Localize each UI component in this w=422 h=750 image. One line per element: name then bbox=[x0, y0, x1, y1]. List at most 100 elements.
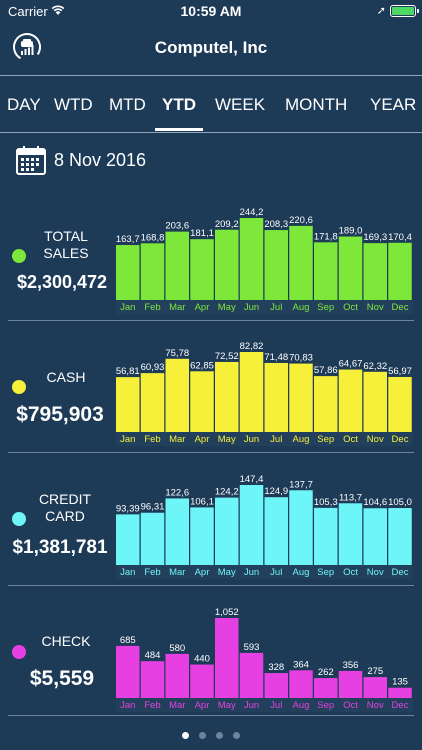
data-label-check: 685 bbox=[120, 635, 136, 646]
page-dot[interactable] bbox=[233, 732, 240, 739]
bar-cash-aug[interactable] bbox=[289, 363, 313, 432]
data-label-total-sales: 189,0 bbox=[339, 226, 363, 237]
calendar-icon[interactable] bbox=[16, 146, 46, 175]
wifi-icon bbox=[51, 5, 65, 15]
tab-month[interactable]: MONTH bbox=[285, 95, 348, 114]
status-bar: Carrier 10:59 AM ➚ bbox=[0, 0, 422, 22]
bar-credit-card-apr[interactable] bbox=[190, 507, 214, 565]
x-tick-label-check: Sep bbox=[317, 700, 334, 711]
x-tick-label-total-sales: Jan bbox=[120, 302, 135, 313]
tab-ytd[interactable]: YTD bbox=[162, 95, 196, 114]
nav-bar: Computel, Inc bbox=[0, 22, 422, 74]
bar-cash-jan[interactable] bbox=[116, 377, 140, 432]
bar-check-nov[interactable] bbox=[363, 677, 388, 698]
bar-cash-apr[interactable] bbox=[190, 371, 214, 432]
tab-year[interactable]: YEAR bbox=[370, 95, 417, 114]
legend-dot-cash bbox=[12, 380, 26, 394]
bar-check-apr[interactable] bbox=[190, 664, 214, 698]
bar-cash-mar[interactable] bbox=[165, 358, 190, 432]
bar-credit-card-dec[interactable] bbox=[388, 508, 412, 565]
data-label-check: 580 bbox=[169, 643, 185, 654]
bar-credit-card-jun[interactable] bbox=[239, 485, 264, 565]
x-tick-label-credit-card: Sep bbox=[317, 567, 334, 578]
bar-cash-jun[interactable] bbox=[239, 352, 264, 432]
data-label-credit-card: 105,0 bbox=[388, 497, 412, 508]
x-tick-label-check: Jun bbox=[244, 700, 259, 711]
bar-total-sales-may[interactable] bbox=[215, 229, 239, 300]
bar-check-jul[interactable] bbox=[264, 673, 289, 698]
bar-total-sales-nov[interactable] bbox=[363, 243, 388, 300]
bar-credit-card-sep[interactable] bbox=[314, 507, 338, 565]
tab-mtd[interactable]: MTD bbox=[109, 95, 146, 114]
bar-credit-card-feb[interactable] bbox=[140, 512, 165, 565]
bar-total-sales-sep[interactable] bbox=[314, 242, 338, 300]
data-label-total-sales: 208,3 bbox=[264, 219, 288, 230]
bar-credit-card-jul[interactable] bbox=[264, 497, 289, 565]
bar-cash-sep[interactable] bbox=[314, 376, 338, 432]
x-tick-label-credit-card: Apr bbox=[195, 567, 210, 578]
page-dot[interactable] bbox=[182, 732, 189, 739]
bar-cash-oct[interactable] bbox=[338, 369, 363, 432]
bar-cash-feb[interactable] bbox=[140, 373, 165, 432]
status-time: 10:59 AM bbox=[180, 3, 242, 19]
bar-total-sales-jul[interactable] bbox=[264, 230, 289, 300]
bar-check-mar[interactable] bbox=[165, 653, 190, 698]
x-tick-label-cash: Nov bbox=[367, 434, 384, 445]
bar-check-may[interactable] bbox=[215, 618, 239, 698]
x-tick-label-credit-card: Dec bbox=[392, 567, 409, 578]
bar-credit-card-mar[interactable] bbox=[165, 498, 190, 565]
tab-day[interactable]: DAY bbox=[7, 95, 41, 114]
legend-dot-check bbox=[12, 645, 26, 659]
data-label-check: 364 bbox=[293, 659, 309, 670]
page-indicator[interactable] bbox=[0, 726, 422, 739]
data-label-check: 356 bbox=[343, 660, 359, 671]
bar-total-sales-mar[interactable] bbox=[165, 231, 190, 300]
x-tick-label-check: Feb bbox=[144, 700, 160, 711]
bar-total-sales-feb[interactable] bbox=[140, 243, 165, 300]
bar-total-sales-dec[interactable] bbox=[388, 242, 412, 300]
data-label-cash: 70,83 bbox=[289, 353, 313, 364]
data-label-total-sales: 171,8 bbox=[314, 231, 338, 242]
bar-total-sales-jan[interactable] bbox=[116, 245, 140, 300]
bar-credit-card-jan[interactable] bbox=[116, 514, 140, 565]
bar-cash-may[interactable] bbox=[215, 361, 239, 432]
data-label-cash: 62,32 bbox=[363, 361, 387, 372]
bar-cash-nov[interactable] bbox=[363, 371, 388, 432]
bar-check-oct[interactable] bbox=[338, 670, 363, 698]
data-label-cash: 60,93 bbox=[141, 362, 165, 373]
bar-credit-card-aug[interactable] bbox=[289, 490, 313, 565]
legend-dot-total-sales bbox=[12, 249, 26, 263]
bar-total-sales-apr[interactable] bbox=[190, 239, 214, 300]
bar-check-jan[interactable] bbox=[116, 645, 140, 698]
bar-cash-dec[interactable] bbox=[388, 376, 412, 432]
bar-credit-card-oct[interactable] bbox=[338, 503, 363, 565]
x-tick-label-check: May bbox=[218, 700, 236, 711]
bar-check-feb[interactable] bbox=[140, 661, 165, 698]
bar-check-dec[interactable] bbox=[388, 687, 412, 698]
data-label-credit-card: 124,2 bbox=[215, 487, 239, 498]
bar-total-sales-jun[interactable] bbox=[239, 218, 264, 300]
tab-week[interactable]: WEEK bbox=[215, 95, 266, 114]
bar-total-sales-oct[interactable] bbox=[338, 236, 363, 300]
data-label-credit-card: 104,6 bbox=[363, 497, 387, 508]
x-tick-label-total-sales: Nov bbox=[367, 302, 384, 313]
x-tick-label-check: Oct bbox=[343, 700, 358, 711]
data-label-credit-card: 113,7 bbox=[339, 492, 362, 503]
page-dot[interactable] bbox=[199, 732, 206, 739]
data-label-cash: 57,86 bbox=[314, 365, 338, 376]
bar-total-sales-aug[interactable] bbox=[289, 225, 313, 300]
x-axis-band-total-sales bbox=[116, 300, 413, 314]
x-tick-label-total-sales: Aug bbox=[293, 302, 310, 313]
page-dot[interactable] bbox=[216, 732, 223, 739]
bar-check-jun[interactable] bbox=[239, 652, 264, 698]
app-logo-icon[interactable] bbox=[12, 32, 42, 62]
bar-cash-jul[interactable] bbox=[264, 362, 289, 432]
x-tick-label-check: Aug bbox=[293, 700, 310, 711]
data-label-cash: 56,97 bbox=[388, 366, 412, 377]
bar-check-sep[interactable] bbox=[314, 678, 338, 698]
tab-wtd[interactable]: WTD bbox=[54, 95, 93, 114]
bar-credit-card-nov[interactable] bbox=[363, 508, 388, 565]
data-label-credit-card: 122,6 bbox=[165, 487, 189, 498]
bar-credit-card-may[interactable] bbox=[215, 497, 239, 565]
bar-check-aug[interactable] bbox=[289, 670, 313, 698]
